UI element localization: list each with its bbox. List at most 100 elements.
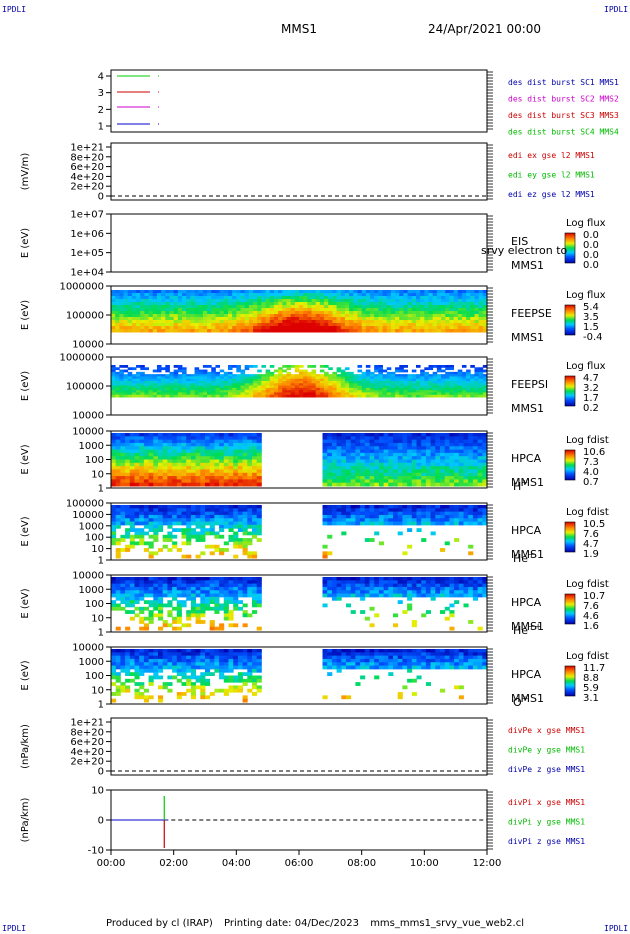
spectrogram-cell	[152, 378, 158, 382]
spectrogram-cell	[365, 320, 371, 324]
spectrogram-cell	[386, 381, 392, 384]
spectrogram-cell	[186, 583, 192, 588]
spectrogram-cell	[219, 293, 225, 297]
spectrogram-cell	[441, 314, 446, 318]
spectrogram-cell	[432, 305, 438, 309]
spectrogram-cell	[428, 329, 434, 333]
spectrogram-cell	[190, 378, 195, 382]
spectrogram-cell	[482, 439, 488, 444]
spectrogram-cell	[374, 323, 379, 327]
spectrogram-cell	[407, 387, 413, 391]
spectrogram-cell	[200, 551, 206, 556]
spectrogram-cell	[346, 479, 352, 484]
spectrogram-cell	[322, 469, 328, 474]
spectrogram-cell	[252, 505, 258, 509]
spectrogram-cell	[403, 293, 409, 297]
spectrogram-cell	[458, 469, 464, 474]
spectrogram-cell	[200, 538, 206, 542]
spectrogram-cell	[399, 314, 404, 318]
spectrogram-cell	[125, 548, 131, 552]
spectrogram-cell	[148, 678, 154, 683]
spectrogram-cell	[425, 593, 431, 598]
spectrogram-cell	[252, 442, 258, 447]
spectrogram-cell	[290, 390, 296, 393]
spectrogram-cell	[315, 302, 321, 306]
spectrogram-cell	[152, 390, 158, 393]
spectrogram-cell	[336, 302, 342, 306]
spectrogram-cell	[273, 385, 279, 389]
spectrogram-cell	[344, 296, 350, 300]
spectrogram-cell	[153, 577, 159, 581]
spectrogram-cell	[252, 554, 258, 559]
spectrogram-cell	[134, 514, 140, 519]
spectrogram-cell	[214, 580, 220, 585]
spectrogram-cell	[205, 459, 211, 464]
spectrogram-cell	[478, 308, 484, 312]
spectrogram-cell	[468, 521, 474, 526]
spectrogram-cell	[177, 308, 183, 312]
spectrogram-cell	[233, 531, 239, 536]
spectrogram-cell	[140, 320, 145, 324]
spectrogram-cell	[240, 376, 246, 380]
spectrogram-cell	[470, 308, 475, 312]
spectrogram-cell	[148, 593, 154, 598]
spectrogram-cell	[169, 299, 175, 303]
spectrogram-cell	[369, 623, 375, 628]
spectrogram-cell	[435, 452, 441, 457]
feepse-panel	[106, 285, 576, 345]
spectrogram-cell	[111, 531, 117, 536]
spectrogram-cell	[253, 392, 258, 396]
spectrogram-cell	[383, 586, 389, 591]
spectrogram-cell	[211, 329, 216, 333]
spectrogram-cell	[140, 308, 145, 312]
spectrogram-cell	[247, 479, 253, 484]
spectrogram-cell	[219, 528, 225, 532]
spectrogram-cell	[214, 462, 220, 467]
spectrogram-cell	[311, 378, 317, 382]
spectrogram-cell	[457, 378, 463, 382]
spectrogram-cell	[319, 326, 325, 330]
spectrogram-cell	[140, 394, 145, 398]
spectrogram-cell	[470, 387, 475, 391]
spectrogram-cell	[123, 392, 129, 396]
spectrogram-cell	[158, 583, 164, 588]
spectrogram-cell	[425, 583, 431, 588]
spectrogram-cell	[361, 390, 367, 393]
spectrogram-cell	[424, 371, 429, 375]
spectrogram-cell	[341, 586, 347, 591]
spectrogram-cell	[332, 385, 337, 389]
spectrogram-cell	[478, 378, 484, 382]
spectrogram-cell	[441, 385, 446, 389]
colorbar-tick: 5.4	[583, 302, 599, 313]
spectrogram-cell	[125, 442, 131, 447]
spectrogram-cell	[219, 514, 225, 519]
spectrogram-cell	[207, 311, 212, 315]
spectrogram-cell	[428, 290, 434, 294]
spectrogram-cell	[430, 456, 436, 460]
spectrogram-cell	[120, 534, 126, 539]
spectrogram-cell	[115, 367, 120, 371]
spectrogram-cell	[215, 311, 221, 315]
spectrogram-cell	[200, 433, 206, 437]
spectrogram-cell	[421, 586, 427, 591]
spectrogram-cell	[395, 317, 400, 321]
spectrogram-cell	[466, 302, 471, 306]
spectrogram-cell	[172, 596, 178, 601]
spectrogram-cell	[248, 299, 254, 303]
spectrogram-cell	[198, 378, 204, 382]
spectrogram-cell	[143, 472, 149, 477]
spectrogram-cell	[322, 456, 328, 460]
spectrogram-cell	[349, 314, 354, 318]
spectrogram-cell	[165, 326, 170, 330]
spectrogram-cell	[172, 616, 178, 621]
spectrogram-cell	[474, 317, 480, 321]
spectrogram-cell	[120, 662, 126, 667]
spectrogram-cell	[194, 302, 200, 306]
spectrogram-cell	[123, 381, 129, 384]
spectrogram-cell	[176, 626, 182, 631]
spectrogram-cell	[482, 482, 488, 487]
spectrogram-cell	[115, 672, 121, 676]
spectrogram-cell	[403, 383, 409, 387]
spectrogram-cell	[143, 505, 149, 509]
spectrogram-cell	[173, 314, 179, 318]
